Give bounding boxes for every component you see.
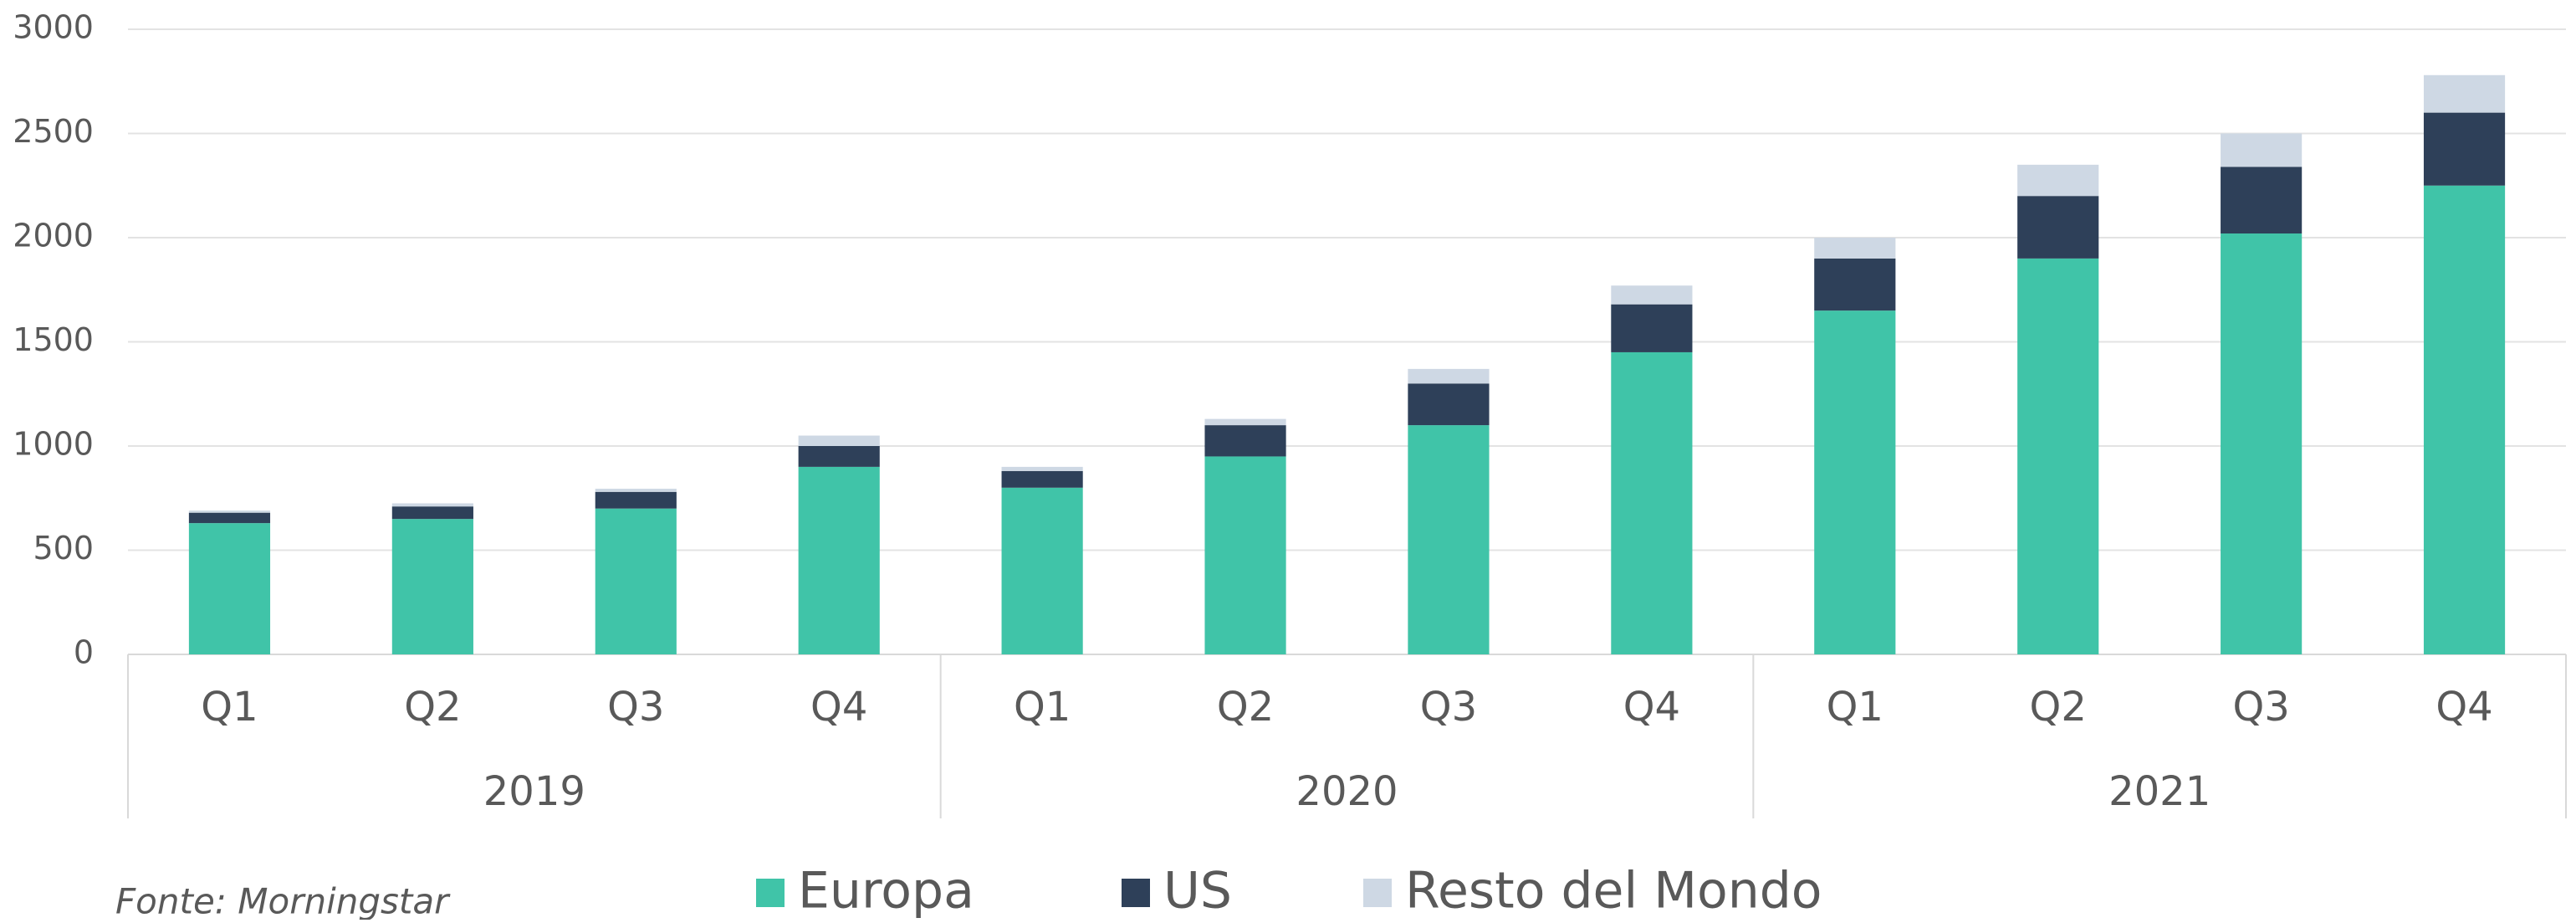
bar-segment <box>188 510 271 513</box>
bar-segment <box>391 506 473 520</box>
bar-segment <box>1814 258 1896 311</box>
bar-segment <box>798 466 880 654</box>
bar-segment <box>2423 185 2506 654</box>
bar-segment <box>1204 456 1286 654</box>
group-label: 2021 <box>2108 768 2211 815</box>
bar-segment <box>2423 74 2506 113</box>
bar-segment <box>1001 466 1083 471</box>
x-tick-label: Q3 <box>607 684 664 731</box>
bar-segment <box>2221 133 2303 167</box>
x-tick-label: Q4 <box>2435 684 2492 731</box>
bar-segment <box>2221 233 2303 654</box>
x-tick-label: Q1 <box>1014 684 1071 731</box>
source-note: Fonte: Morningstar <box>115 881 451 920</box>
x-tick-label: Q2 <box>404 684 461 731</box>
bar-segment <box>595 491 677 509</box>
bar-segment <box>1814 310 1896 654</box>
group-label: 2019 <box>483 768 585 815</box>
x-tick-label: Q3 <box>2232 684 2289 731</box>
y-tick-label: 3000 <box>13 9 94 46</box>
legend-swatch <box>756 879 785 907</box>
bar-segment <box>188 512 271 524</box>
x-tick-label: Q1 <box>201 684 258 731</box>
bar-segment <box>1611 351 1693 654</box>
bar-segment <box>1408 425 1490 654</box>
x-tick-label: Q4 <box>810 684 867 731</box>
x-tick-label: Q4 <box>1623 684 1680 731</box>
bar-segment <box>798 435 880 446</box>
legend-label: Europa <box>798 862 974 920</box>
bar-segment <box>798 446 880 467</box>
y-tick-label: 500 <box>33 530 94 567</box>
group-label: 2020 <box>1296 768 1398 815</box>
bar-segment <box>1611 285 1693 305</box>
bar-segment <box>1204 418 1286 426</box>
bar-segment <box>2017 258 2099 654</box>
y-tick-label: 2500 <box>13 113 94 150</box>
bar-segment <box>1204 425 1286 457</box>
bar-segment <box>595 489 677 492</box>
x-tick-label: Q2 <box>2030 684 2087 731</box>
y-tick-label: 2000 <box>13 218 94 254</box>
bar-segment <box>1408 383 1490 426</box>
bar-segment <box>2221 167 2303 234</box>
bar-segment <box>2017 164 2099 197</box>
bar-segment <box>188 523 271 654</box>
x-tick-label: Q3 <box>1420 684 1477 731</box>
bar-segment <box>1001 487 1083 654</box>
legend-swatch <box>1122 879 1150 907</box>
y-tick-label: 0 <box>74 634 94 671</box>
legend-label: US <box>1163 862 1232 920</box>
bar-segment <box>1001 470 1083 488</box>
bar-segment <box>1611 304 1693 352</box>
bar-segment <box>2017 196 2099 259</box>
y-tick-label: 1500 <box>13 321 94 358</box>
bar-segment <box>391 503 473 507</box>
bar-segment <box>1408 368 1490 384</box>
legend-swatch <box>1363 879 1392 907</box>
bar-segment <box>595 508 677 654</box>
x-tick-label: Q2 <box>1217 684 1274 731</box>
bar-segment <box>391 519 473 654</box>
bar-segment <box>1814 238 1896 259</box>
y-tick-label: 1000 <box>13 426 94 463</box>
x-tick-label: Q1 <box>1827 684 1883 731</box>
legend-label: Resto del Mondo <box>1405 862 1822 920</box>
bar-segment <box>2423 112 2506 186</box>
